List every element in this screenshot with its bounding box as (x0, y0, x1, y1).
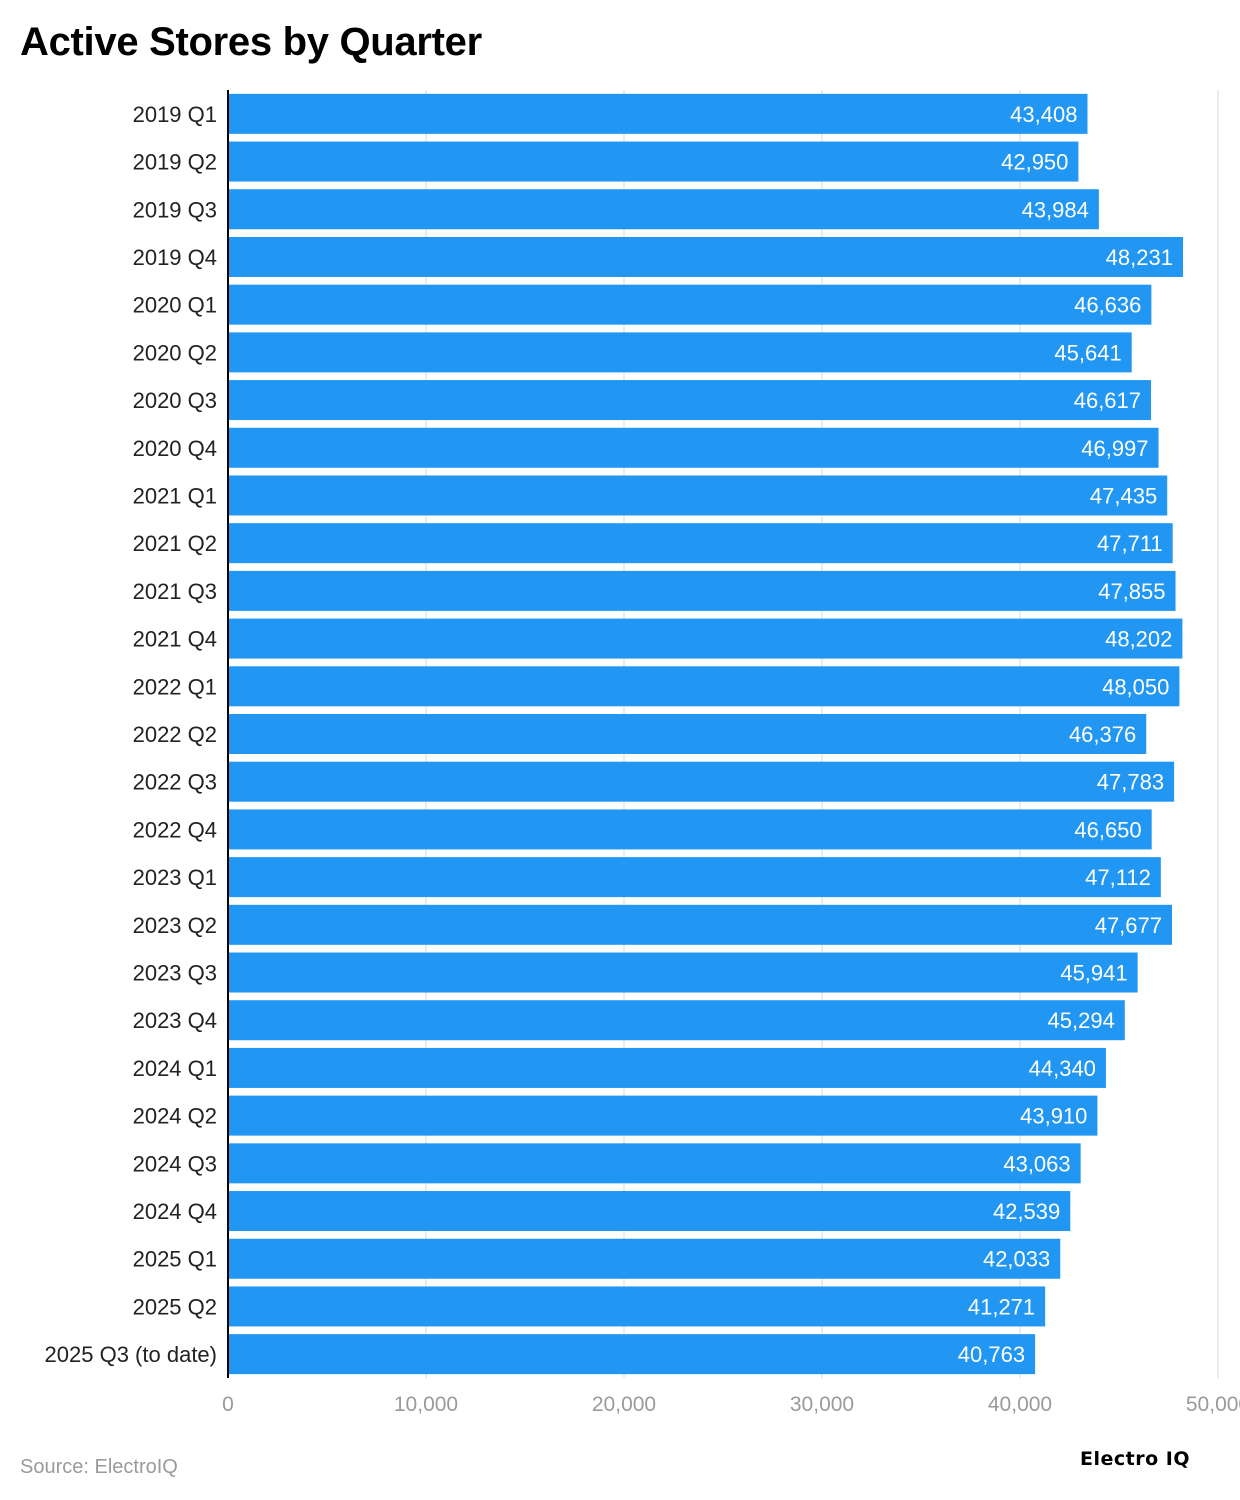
bar (228, 761, 1175, 802)
category-label: 2025 Q2 (133, 1294, 217, 1319)
category-label: 2021 Q2 (133, 531, 217, 556)
x-tick-label: 30,000 (790, 1393, 854, 1416)
bar-value-label: 47,855 (1098, 579, 1165, 604)
category-label: 2023 Q3 (133, 961, 217, 986)
bar-value-label: 42,950 (1001, 150, 1068, 175)
category-label: 2021 Q4 (133, 627, 217, 652)
bar-value-label: 48,050 (1102, 674, 1169, 699)
category-label: 2024 Q2 (133, 1104, 217, 1129)
bar (228, 523, 1173, 564)
bar (228, 332, 1132, 373)
bar-value-label: 40,763 (958, 1342, 1025, 1367)
bar-value-label: 43,910 (1020, 1104, 1087, 1129)
bar (228, 1143, 1081, 1184)
bar-value-label: 48,202 (1105, 627, 1172, 652)
bars: 43,408 42,950 43,984 48,231 46,636 45,641 46,6… (228, 93, 1183, 1375)
x-tick-label: 40,000 (988, 1393, 1052, 1416)
category-label: 2019 Q3 (133, 197, 217, 222)
bar-value-label: 42,033 (983, 1247, 1050, 1272)
bar-value-label: 46,636 (1074, 293, 1141, 318)
category-label: 2024 Q1 (133, 1056, 217, 1081)
brand-logo: Electro IQ (1080, 1448, 1190, 1470)
bar (228, 475, 1168, 516)
category-label: 2020 Q3 (133, 388, 217, 413)
bar-value-label: 47,711 (1097, 531, 1163, 556)
category-label: 2020 Q1 (133, 293, 217, 318)
bar (228, 666, 1180, 707)
category-label: 2019 Q2 (133, 150, 217, 175)
bar-value-label: 47,783 (1097, 770, 1164, 795)
category-label: 2023 Q2 (133, 913, 217, 938)
category-label: 2022 Q1 (133, 674, 217, 699)
bar (228, 189, 1099, 230)
bar-value-label: 46,650 (1074, 817, 1141, 842)
bar-value-label: 46,997 (1081, 436, 1148, 461)
bar (228, 380, 1152, 421)
category-label: 2025 Q3 (to date) (45, 1342, 217, 1367)
category-label: 2019 Q1 (133, 102, 217, 127)
bar (228, 1047, 1106, 1088)
bar-value-label: 45,294 (1048, 1008, 1115, 1033)
bar (228, 857, 1161, 898)
bar-value-label: 45,941 (1060, 961, 1127, 986)
bar (228, 1191, 1071, 1232)
category-label: 2023 Q4 (133, 1008, 217, 1033)
bar-chart: 43,408 42,950 43,984 48,231 46,636 45,641 46,6… (45, 90, 1240, 1416)
x-axis-ticks: 0 10,000 20,000 30,000 40,000 50,000 (222, 90, 1240, 1416)
bar (228, 904, 1173, 945)
bar (228, 809, 1152, 850)
bar (228, 1238, 1061, 1279)
bar-value-label: 43,408 (1010, 102, 1077, 127)
bar (228, 141, 1079, 182)
bar-value-label: 43,984 (1022, 197, 1089, 222)
bar-value-label: 46,376 (1069, 722, 1136, 747)
bar (228, 618, 1183, 659)
category-labels: 2019 Q1 2019 Q2 2019 Q3 2019 Q4 2020 Q1 2020 … (45, 102, 217, 1367)
category-label: 2024 Q3 (133, 1151, 217, 1176)
category-label: 2022 Q3 (133, 770, 217, 795)
x-tick-label: 20,000 (592, 1393, 656, 1416)
bar-value-label: 47,435 (1090, 483, 1157, 508)
bar (228, 236, 1183, 277)
bar-value-label: 43,063 (1003, 1151, 1070, 1176)
category-label: 2019 Q4 (133, 245, 217, 270)
bar-value-label: 47,677 (1095, 913, 1162, 938)
x-tick-label: 50,000 (1186, 1393, 1240, 1416)
bar (228, 284, 1152, 325)
bar (228, 93, 1088, 134)
category-label: 2025 Q1 (133, 1247, 217, 1272)
x-tick-label: 0 (222, 1393, 234, 1416)
bar-value-label: 44,340 (1029, 1056, 1096, 1081)
bar-value-label: 45,641 (1054, 340, 1121, 365)
bar-value-label: 47,112 (1085, 865, 1151, 890)
bar-value-label: 42,539 (993, 1199, 1060, 1224)
category-label: 2024 Q4 (133, 1199, 217, 1224)
bar (228, 570, 1176, 611)
category-label: 2020 Q4 (133, 436, 217, 461)
chart-title: Active Stores by Quarter (20, 20, 482, 64)
category-label: 2021 Q3 (133, 579, 217, 604)
bar (228, 1334, 1036, 1375)
category-label: 2020 Q2 (133, 340, 217, 365)
bar-value-label: 41,271 (968, 1294, 1035, 1319)
bar (228, 952, 1138, 993)
bar (228, 714, 1147, 754)
category-label: 2022 Q2 (133, 722, 217, 747)
source-note: Source: ElectroIQ (20, 1456, 178, 1478)
category-label: 2023 Q1 (133, 865, 217, 890)
bar (228, 427, 1159, 468)
category-label: 2021 Q1 (133, 483, 217, 508)
x-tick-label: 10,000 (394, 1393, 458, 1416)
bar (228, 1095, 1098, 1136)
bar (228, 1000, 1125, 1041)
bar-value-label: 46,617 (1074, 388, 1141, 413)
bar-value-label: 48,231 (1106, 245, 1173, 270)
bar (228, 1286, 1046, 1327)
category-label: 2022 Q4 (133, 817, 217, 842)
